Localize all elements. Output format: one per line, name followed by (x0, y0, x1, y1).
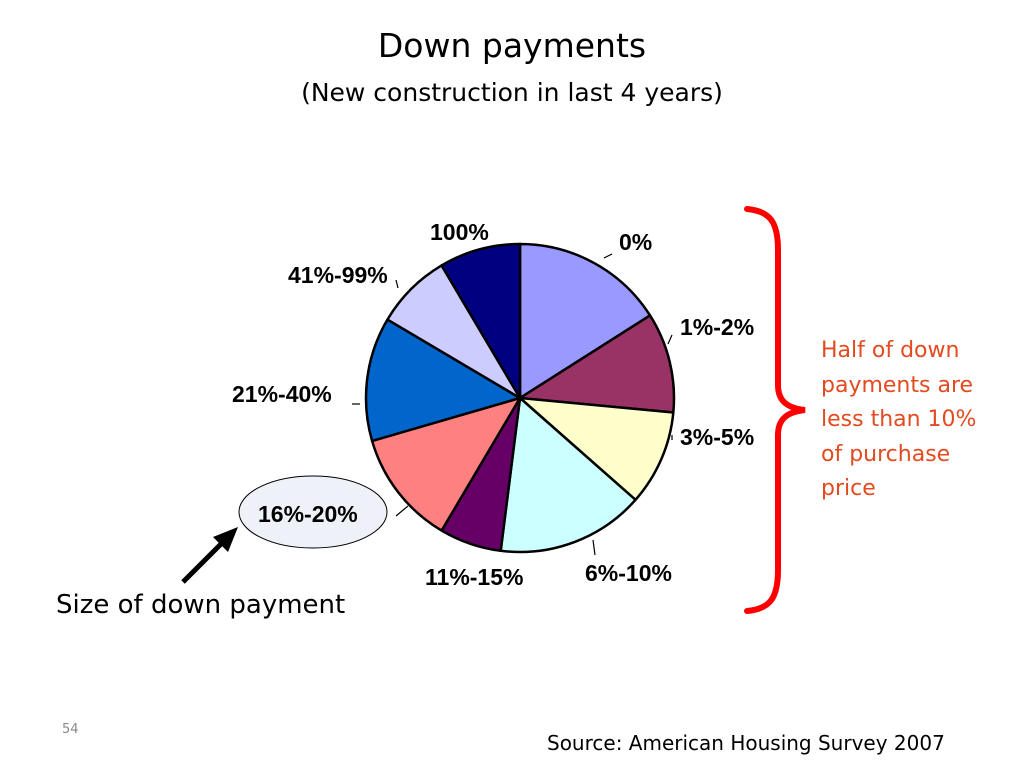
pie-slice (440, 242, 522, 400)
leader-line (592, 539, 596, 556)
slice-labels: 0% 1%-2% 3%-5% 6%-10% 11%-15% 16%-20% 21%-40% 4… (232, 219, 754, 590)
pie-slice (518, 396, 675, 502)
curly-brace (744, 206, 806, 614)
slice-label: 3%-5% (680, 424, 754, 450)
leader-line (667, 334, 673, 345)
chart-title: Down payments (377, 26, 647, 65)
slice-label: 16%-20% (258, 501, 358, 527)
annotation-line: payments are (821, 372, 974, 398)
slice-label: 1%-2% (680, 314, 754, 340)
annotation-line: of purchase (821, 441, 951, 467)
slide-number: 54 (62, 722, 79, 737)
highlight-ellipse (238, 475, 388, 549)
pie-slice (518, 242, 652, 400)
slice-label: 21%-40% (232, 381, 332, 407)
chart-subtitle: (New construction in last 4 years) (301, 78, 723, 107)
slice-label: 41%-99% (288, 262, 388, 288)
arrow (181, 527, 238, 584)
leader-line (395, 279, 399, 289)
pie-slice (518, 314, 676, 414)
source-note: Source: American Housing Survey 2007 (547, 731, 945, 755)
slice-label: 11%-15% (425, 564, 523, 590)
arrow-label: Size of down payment (56, 590, 346, 620)
leader-line (603, 253, 613, 259)
pie-slice (364, 318, 522, 443)
annotation-line: Half of down (821, 338, 960, 363)
leader-line (395, 505, 409, 517)
leader-lines (352, 253, 673, 556)
annotation-line: price (821, 476, 876, 501)
annotation-text: Half of down payments are less than 10% … (821, 334, 1001, 507)
slice-label: 100% (430, 219, 489, 245)
slice-label: 6%-10% (585, 560, 672, 586)
slice-label: 0% (619, 229, 652, 255)
pie-slices (364, 242, 676, 554)
pie-slice (499, 396, 637, 554)
annotation-line: less than 10% (821, 407, 977, 432)
